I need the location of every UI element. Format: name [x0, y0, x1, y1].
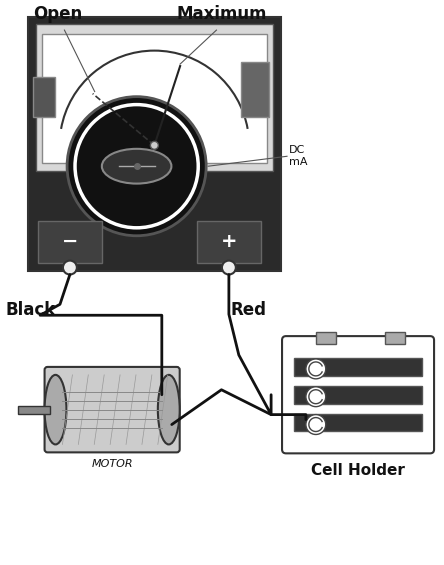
- Bar: [385, 332, 405, 344]
- FancyBboxPatch shape: [282, 336, 434, 453]
- Circle shape: [306, 359, 326, 379]
- Circle shape: [75, 105, 198, 228]
- Bar: [33, 77, 55, 116]
- Text: Black: Black: [5, 301, 56, 319]
- Bar: [294, 386, 422, 403]
- Circle shape: [67, 97, 206, 236]
- Text: −: −: [62, 232, 78, 251]
- Bar: [42, 34, 267, 163]
- Bar: [28, 17, 281, 271]
- Bar: [294, 358, 422, 376]
- Circle shape: [222, 260, 236, 275]
- Ellipse shape: [44, 375, 67, 445]
- Text: MOTOR: MOTOR: [91, 459, 133, 470]
- Text: +: +: [221, 232, 237, 251]
- FancyBboxPatch shape: [44, 367, 180, 453]
- Bar: [36, 24, 273, 171]
- Ellipse shape: [158, 375, 180, 445]
- Bar: [316, 332, 336, 344]
- Bar: [18, 406, 50, 414]
- Text: Maximum: Maximum: [177, 5, 267, 23]
- Circle shape: [63, 260, 77, 275]
- Bar: [294, 414, 422, 432]
- Bar: [197, 221, 261, 263]
- Bar: [241, 62, 269, 116]
- Text: DC
mA: DC mA: [289, 145, 308, 167]
- Circle shape: [306, 415, 326, 434]
- Bar: [38, 221, 102, 263]
- Circle shape: [151, 141, 159, 149]
- Ellipse shape: [102, 149, 171, 184]
- Circle shape: [306, 387, 326, 407]
- Text: Cell Holder: Cell Holder: [311, 463, 405, 479]
- Text: Red: Red: [231, 301, 267, 319]
- Text: Open: Open: [33, 5, 82, 23]
